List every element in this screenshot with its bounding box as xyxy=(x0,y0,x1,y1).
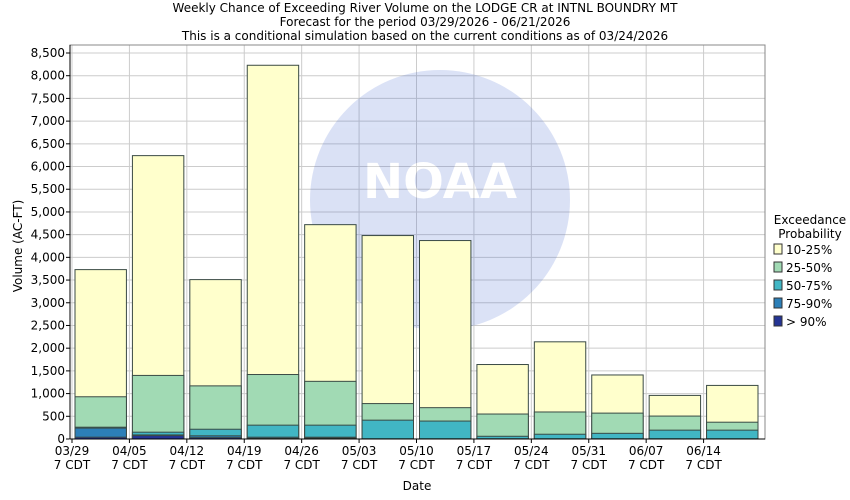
y-tick-label: 5,500 xyxy=(31,182,65,196)
plot-area xyxy=(70,45,765,439)
x-tick-label: 05/03 xyxy=(342,444,377,458)
watermark-text: NOAA xyxy=(363,154,517,210)
y-tick-label: 3,000 xyxy=(31,296,65,310)
legend-swatch xyxy=(773,261,783,273)
y-tick-label: 500 xyxy=(42,409,65,423)
y-tick-label: 6,000 xyxy=(31,160,65,174)
x-tick-sublabel: 7 CDT xyxy=(398,458,435,472)
legend-title-2: Probability xyxy=(778,227,841,241)
legend-label: 10-25% xyxy=(786,243,832,257)
legend-label: 75-90% xyxy=(786,297,832,311)
x-tick-sublabel: 7 CDT xyxy=(571,458,608,472)
bar-segment xyxy=(361,419,415,440)
x-axis-label: Date xyxy=(403,479,432,493)
x-tick-sublabel: 7 CDT xyxy=(111,458,148,472)
y-tick-label: 3,500 xyxy=(31,273,65,287)
bar-segment xyxy=(648,429,702,440)
x-tick-sublabel: 7 CDT xyxy=(169,458,206,472)
x-tick-label: 05/31 xyxy=(571,444,606,458)
x-tick-sublabel: 7 CDT xyxy=(341,458,378,472)
x-tick-label: 05/10 xyxy=(399,444,434,458)
legend-label: 50-75% xyxy=(786,279,832,293)
x-tick-label: 06/07 xyxy=(629,444,664,458)
x-tick-sublabel: 7 CDT xyxy=(628,458,665,472)
legend-swatch xyxy=(773,315,783,327)
y-tick-label: 2,000 xyxy=(31,341,65,355)
y-axis-label: Volume (AC-FT) xyxy=(11,200,25,293)
x-tick-sublabel: 7 CDT xyxy=(513,458,550,472)
chart-title: Weekly Chance of Exceeding River Volume … xyxy=(173,1,679,43)
gridlines xyxy=(70,45,765,440)
bar-segment xyxy=(419,420,472,440)
bar-segment xyxy=(131,374,185,440)
title-line-3: This is a conditional simulation based o… xyxy=(181,29,668,43)
bars xyxy=(74,64,759,440)
title-line-2: Forecast for the period 03/29/2026 - 06/… xyxy=(280,15,571,29)
legend-title-1: Exceedance xyxy=(774,213,846,227)
y-tick-label: 7,000 xyxy=(31,114,65,128)
legend-swatch xyxy=(773,297,783,309)
legend-label: 25-50% xyxy=(786,261,832,275)
x-tick-label: 03/29 xyxy=(55,444,90,458)
x-tick-label: 06/14 xyxy=(686,444,721,458)
legend-swatch xyxy=(773,279,783,291)
x-tick-sublabel: 7 CDT xyxy=(685,458,722,472)
x-tick-sublabel: 7 CDT xyxy=(283,458,320,472)
x-tick-label: 04/19 xyxy=(227,444,262,458)
legend-label: > 90% xyxy=(786,315,827,329)
x-tick-label: 04/26 xyxy=(284,444,319,458)
x-tick-label: 04/12 xyxy=(170,444,205,458)
x-tick-label: 04/05 xyxy=(112,444,147,458)
y-tick-label: 6,500 xyxy=(31,137,65,151)
y-tick-label: 5,000 xyxy=(31,205,65,219)
bar-segment xyxy=(419,240,472,440)
y-tick-label: 4,000 xyxy=(31,250,65,264)
x-tick-sublabel: 7 CDT xyxy=(226,458,263,472)
x-tick-label: 05/17 xyxy=(457,444,492,458)
y-tick-label: 8,000 xyxy=(31,69,65,83)
y-tick-label: 7,500 xyxy=(31,91,65,105)
legend: Exceedance Probability 10-25% 25-50% 50-75… xyxy=(773,213,846,329)
bar-segment xyxy=(476,413,529,440)
x-tick-sublabel: 7 CDT xyxy=(456,458,493,472)
bar-segment xyxy=(591,432,644,440)
y-tick-label: 8,500 xyxy=(31,46,65,60)
y-tick-label: 1,500 xyxy=(31,364,65,378)
y-tick-label: 2,500 xyxy=(31,318,65,332)
legend-swatch xyxy=(773,243,783,255)
y-tick-label: 1,000 xyxy=(31,387,65,401)
x-tick-label: 05/24 xyxy=(514,444,549,458)
bar-segment xyxy=(131,435,185,440)
title-line-1: Weekly Chance of Exceeding River Volume … xyxy=(173,1,679,15)
y-tick-label: 4,500 xyxy=(31,228,65,242)
x-tick-sublabel: 7 CDT xyxy=(54,458,91,472)
bar-segment xyxy=(706,429,759,440)
y-tick-label: 0 xyxy=(57,432,65,446)
axes: 0 500 1,000 1,500 2,000 2,500 3,000 3,500 4,000 4… xyxy=(31,44,766,472)
